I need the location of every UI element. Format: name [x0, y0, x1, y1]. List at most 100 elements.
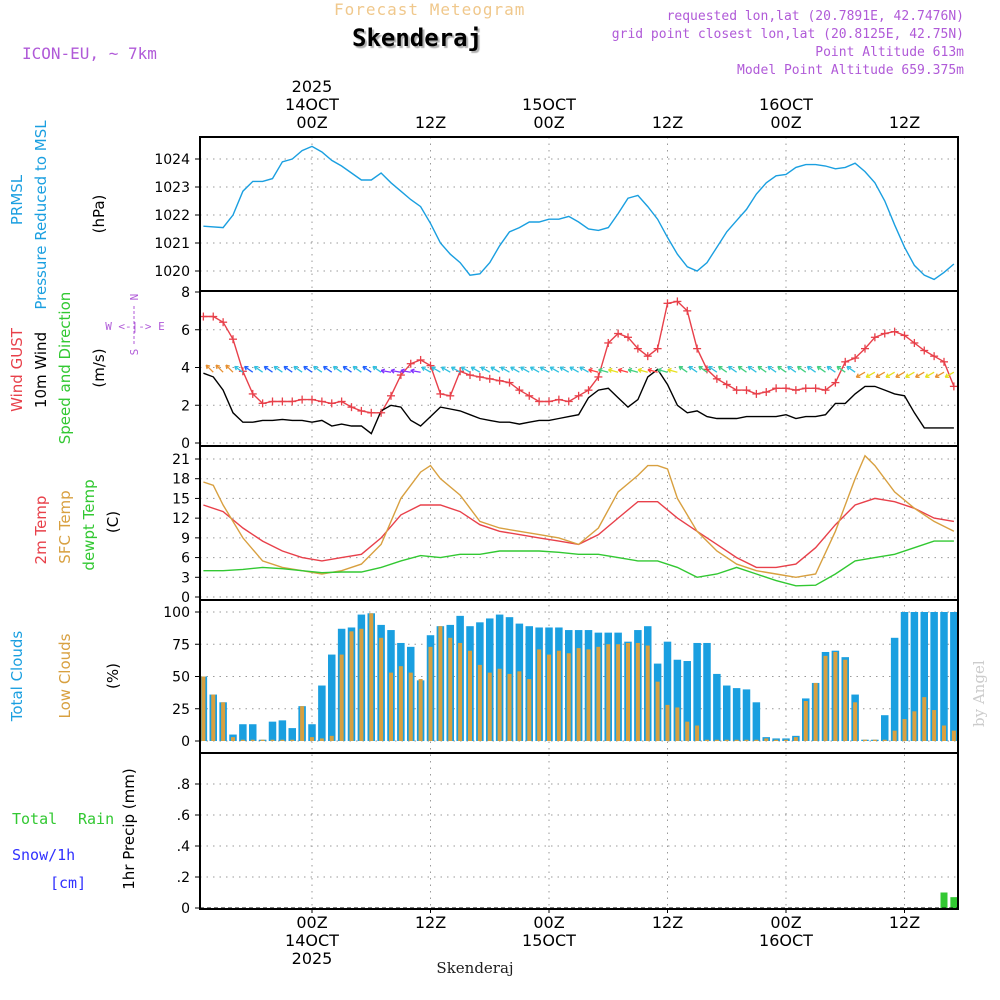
bar-low-clouds [626, 642, 630, 741]
wind-arrow [915, 371, 925, 378]
wind-arrow-head [737, 366, 741, 371]
bar-low-clouds [310, 737, 314, 741]
y-tick-label: 75 [172, 637, 190, 653]
model-altitude: Model Point Altitude 659.375m [737, 63, 964, 78]
wind-arrow [865, 371, 876, 378]
wind-arrow [608, 369, 619, 373]
bar-total-clouds [890, 637, 899, 741]
wind-arrow-head [215, 364, 218, 370]
y-tick-label: .8 [177, 777, 190, 793]
wind-arrow-head [431, 366, 435, 372]
wind-arrow [836, 365, 846, 373]
footer-station: Skenderaj [436, 959, 513, 977]
label-cm: [cm] [50, 874, 86, 892]
bar-low-clouds [398, 666, 403, 741]
grid-layer [200, 137, 958, 909]
wind-arrow-head [470, 366, 474, 372]
wind-arrow [944, 371, 955, 378]
y-tick-label: 0 [181, 436, 190, 452]
label-ms: (m/s) [90, 348, 108, 387]
y-tick-label: 6 [181, 323, 190, 339]
wind-arrow [688, 365, 698, 373]
wind-arrow [461, 366, 471, 373]
bar-low-clouds [645, 645, 650, 741]
wind-arrow [303, 365, 313, 373]
bar-low-clouds [329, 735, 334, 741]
bar-low-clouds [714, 739, 719, 741]
bar-low-clouds [418, 679, 423, 741]
wind-arrow-head [708, 366, 711, 371]
wind-arrow [540, 366, 550, 373]
wind-arrow [875, 371, 886, 378]
label-sfc-temp: SFC Temp [56, 490, 74, 563]
wind-arrow-head [647, 369, 652, 373]
time-tick-label: 16OCT [759, 931, 813, 950]
axes-layer: 1020102110221023102402468036912151821025… [154, 77, 920, 968]
wind-arrow [500, 366, 510, 373]
bar-low-clouds [448, 637, 453, 741]
wind-arrow [647, 369, 658, 373]
wind-arrow [342, 365, 352, 373]
bar-total-clouds [318, 685, 326, 741]
panel-frame-wind [199, 290, 959, 447]
bar-total-clouds [278, 720, 287, 741]
wind-arrow-head [569, 366, 573, 372]
bar-low-clouds [497, 668, 502, 741]
wind-arrow-head [806, 366, 810, 371]
bar-low-clouds [774, 739, 779, 741]
wind-arrow-head [549, 366, 553, 372]
bar-total-clouds [288, 728, 296, 741]
bar-low-clouds [695, 725, 700, 741]
bar-low-clouds [231, 737, 235, 741]
bar-low-clouds [606, 644, 611, 741]
wind-arrow-head [777, 366, 781, 371]
wind-arrow-head [559, 366, 563, 372]
time-tick-label: 12Z [652, 113, 683, 132]
wind-arrow [283, 365, 293, 373]
wind-arrow-head [579, 366, 583, 372]
wind-arrow [895, 371, 905, 378]
bar-low-clouds [250, 739, 255, 741]
bar-low-clouds [793, 737, 798, 741]
bar-low-clouds [339, 654, 344, 741]
wind-arrow-head [510, 366, 514, 372]
wind-arrow [905, 371, 915, 378]
bar-total-clouds [249, 724, 257, 741]
bar-total-clouds [328, 654, 336, 741]
panel-frame-pressure [199, 136, 959, 292]
wind-arrow-head [717, 366, 721, 371]
bar-low-clouds [596, 646, 601, 741]
wind-arrow [263, 365, 273, 373]
wind-arrow-head [460, 366, 464, 372]
bar-low-clouds [616, 644, 621, 741]
wind-arrow [657, 369, 668, 373]
wind-arrow [244, 365, 254, 373]
wind-arrow-head [836, 366, 840, 371]
label-celsius: (C) [104, 511, 122, 533]
bar-low-clouds [705, 739, 709, 741]
wind-arrow-head [410, 369, 415, 374]
wind-arrow-head [313, 366, 316, 371]
bar-low-clouds [211, 694, 216, 741]
time-tick-label: 00Z [296, 113, 327, 132]
bar-low-clouds [655, 681, 660, 741]
y-tick-label: 1021 [154, 236, 190, 252]
label-low-clouds: Low Clouds [56, 633, 74, 718]
wind-arrow [390, 369, 401, 373]
bar-total-clouds [673, 659, 682, 741]
wind-arrow [747, 365, 757, 373]
wind-arrow-head [450, 366, 454, 372]
wind-arrow-head [698, 366, 702, 371]
bar-low-clouds [784, 739, 788, 741]
bar-low-clouds [823, 655, 828, 741]
wind-arrow [708, 365, 718, 373]
bar-low-clouds [438, 626, 443, 741]
bar-total-clouds [930, 612, 938, 741]
wind-arrow-head [243, 366, 247, 371]
wind-arrow-head [598, 369, 602, 373]
y-tick-label: 50 [172, 670, 190, 686]
bar-total-clouds [910, 612, 919, 741]
y-tick-label: .6 [177, 808, 190, 824]
bar-low-clouds [912, 711, 917, 741]
wind-arrow-head [539, 366, 543, 372]
